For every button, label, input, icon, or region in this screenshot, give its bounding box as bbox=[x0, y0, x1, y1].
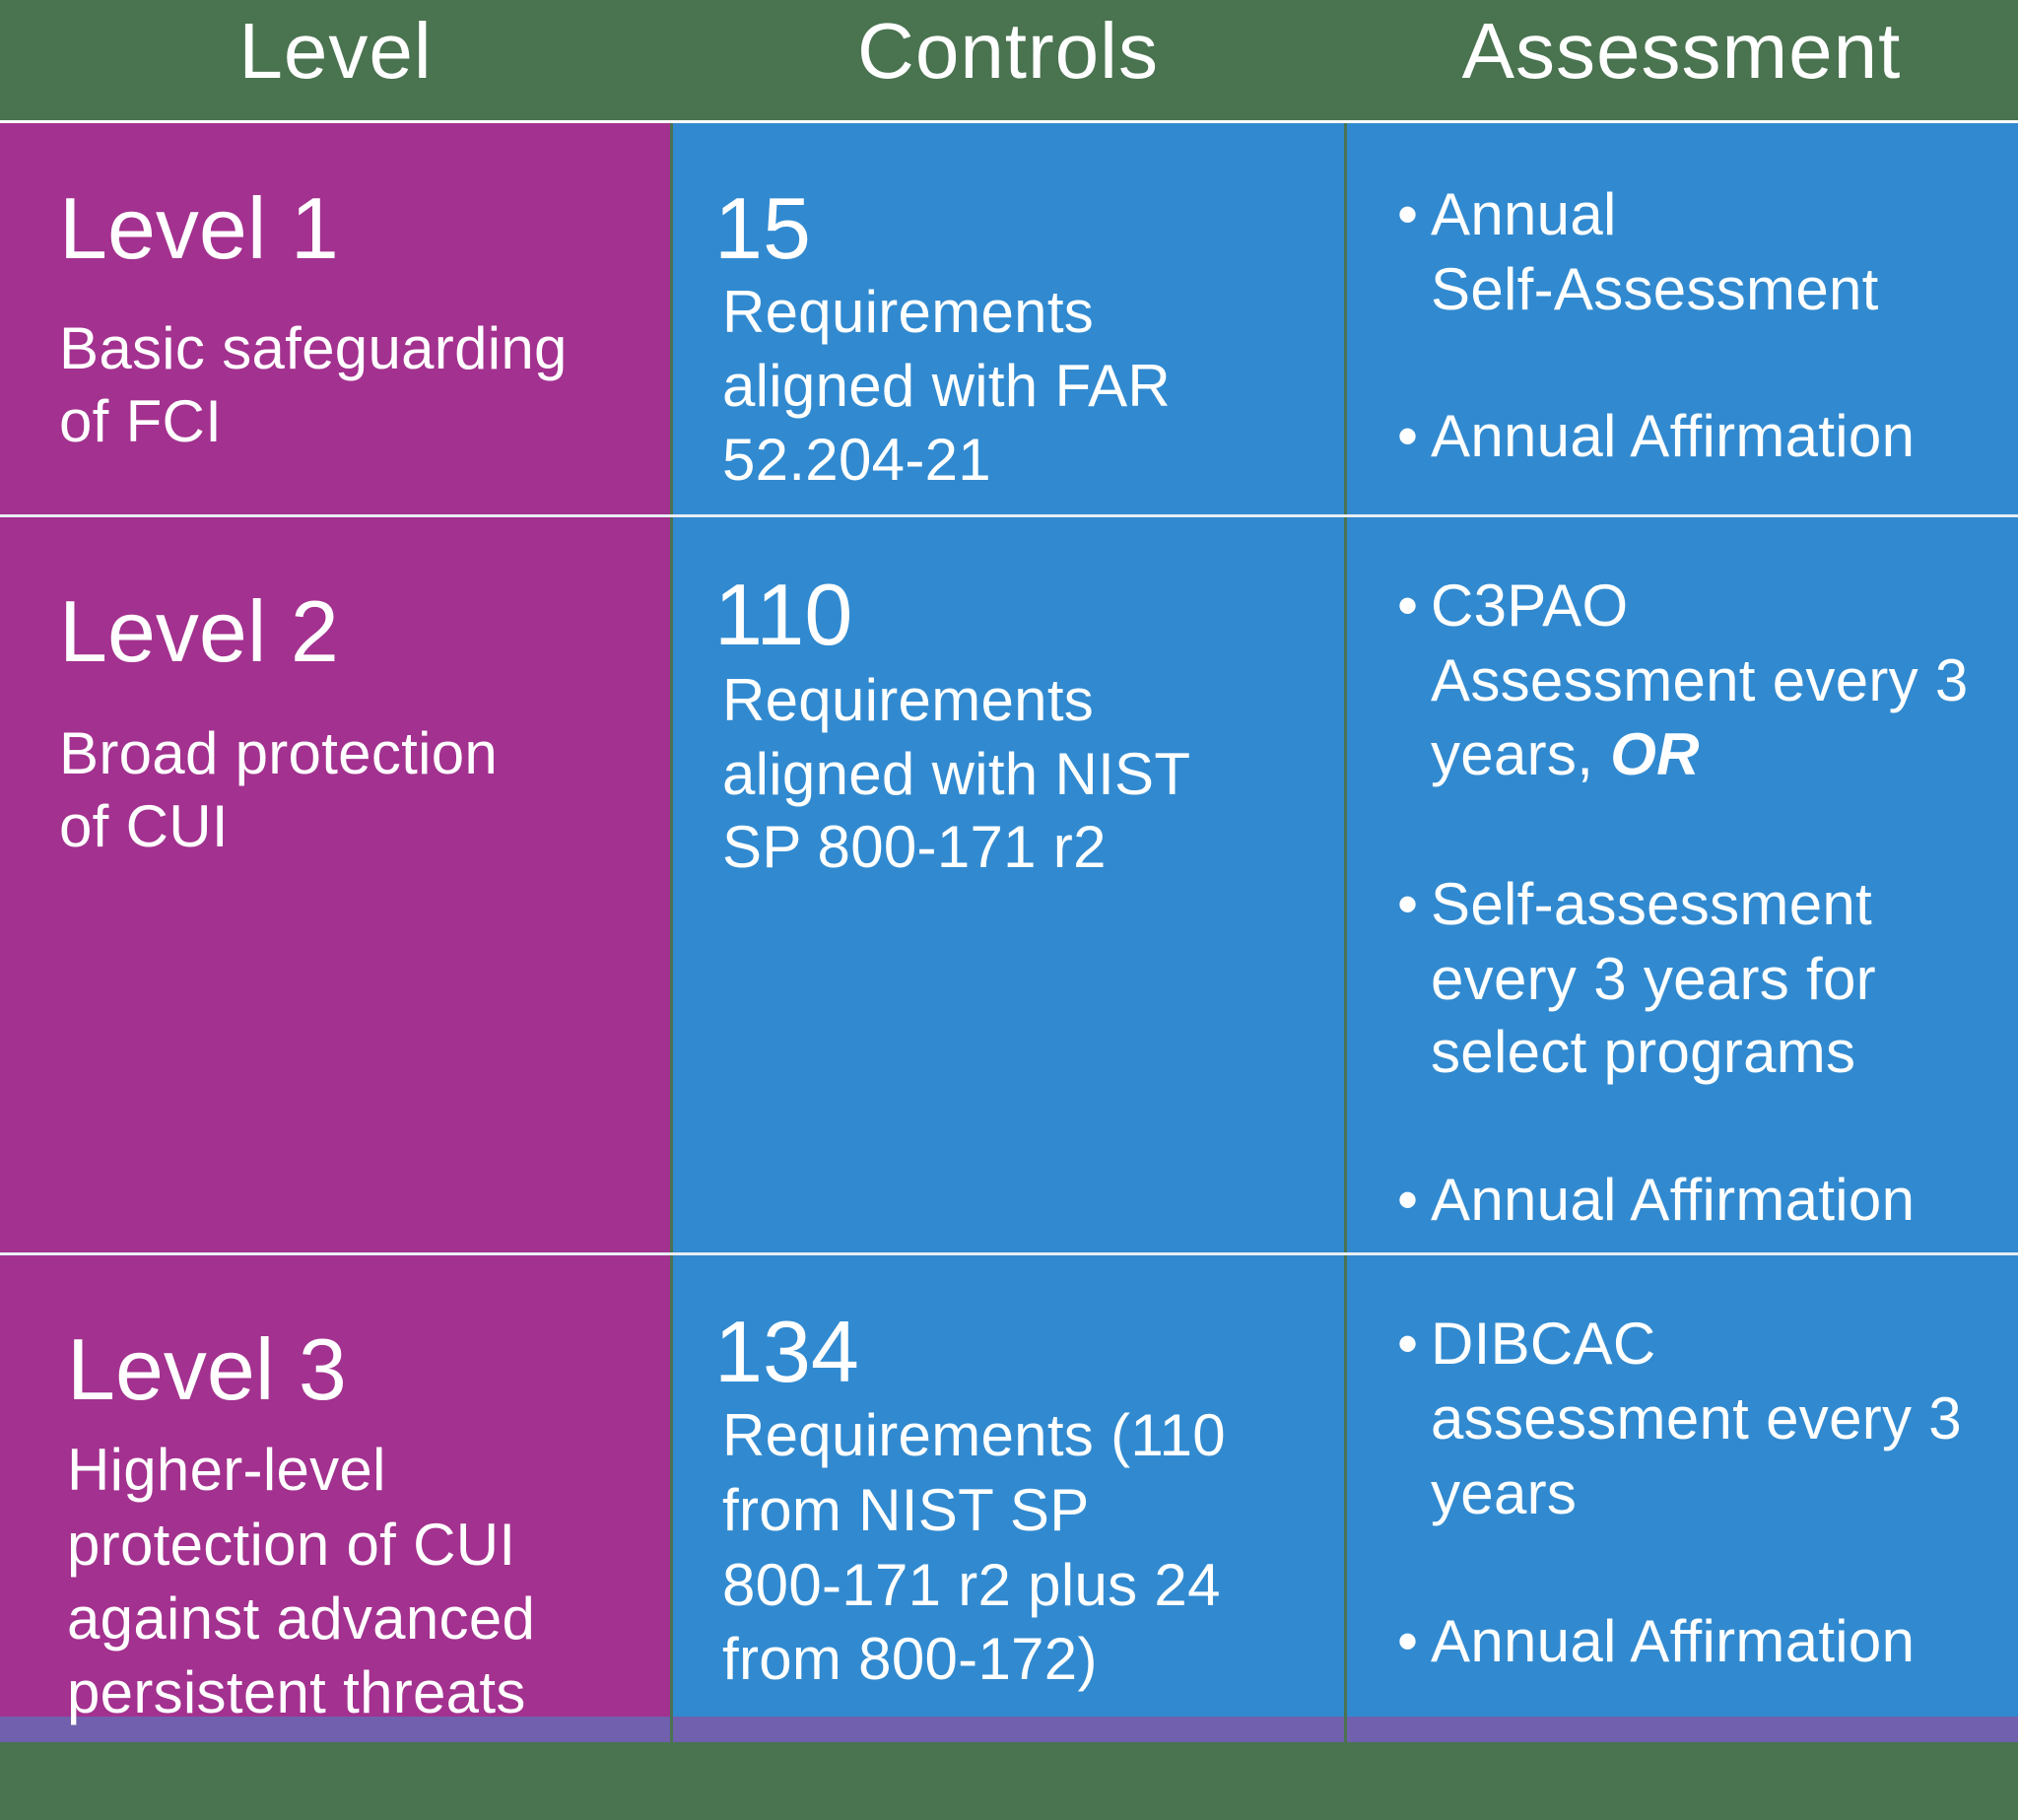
assessment-text: Annual Affirmation bbox=[1431, 1167, 1916, 1233]
assessment-text: C3PAO bbox=[1431, 573, 1629, 639]
assessment-text: assessment every 3 bbox=[1431, 1385, 1962, 1451]
controls-description: from NIST SP bbox=[722, 1477, 1090, 1543]
controls-description: 800-171 r2 plus 24 bbox=[722, 1552, 1221, 1618]
column-divider bbox=[1344, 1717, 1347, 1742]
bottom-strip bbox=[0, 1717, 2018, 1742]
bullet-icon: • bbox=[1397, 181, 1419, 247]
assessment-text: Self-assessment bbox=[1431, 871, 1872, 937]
level-description: Higher-level bbox=[67, 1437, 386, 1503]
assessment-text: Assessment every 3 bbox=[1431, 647, 1969, 713]
assessment-text: years bbox=[1431, 1460, 1578, 1526]
controls-count: 110 bbox=[714, 566, 853, 663]
assessment-text: DIBCAC bbox=[1431, 1311, 1656, 1377]
controls-count: 134 bbox=[714, 1303, 859, 1400]
bullet-icon: • bbox=[1397, 871, 1419, 937]
level-description: persistent threats bbox=[67, 1659, 526, 1725]
bullet-icon: • bbox=[1397, 1311, 1419, 1377]
assessment-column bbox=[1345, 123, 2018, 1717]
emphasis-or: OR bbox=[1610, 721, 1700, 787]
column-divider bbox=[670, 123, 673, 1742]
row-divider bbox=[0, 1252, 2018, 1255]
column-divider bbox=[1344, 123, 1347, 1742]
controls-count: 15 bbox=[714, 179, 811, 277]
level-description: against advanced bbox=[67, 1585, 536, 1651]
controls-description: Requirements bbox=[722, 667, 1095, 733]
header-controls: Controls bbox=[857, 7, 1159, 95]
level-title: Level 2 bbox=[59, 582, 339, 680]
bullet-icon: • bbox=[1397, 1608, 1419, 1674]
column-divider bbox=[670, 1717, 673, 1742]
controls-description: aligned with NIST bbox=[722, 741, 1191, 807]
row-divider bbox=[0, 514, 2018, 517]
level-title: Level 3 bbox=[67, 1320, 347, 1418]
controls-description: aligned with FAR bbox=[722, 353, 1172, 419]
table-header bbox=[0, 0, 2018, 120]
controls-description: Requirements (110 bbox=[722, 1402, 1226, 1468]
assessment-text: every 3 years for bbox=[1431, 946, 1876, 1012]
bullet-icon: • bbox=[1397, 573, 1419, 639]
level-description: Basic safeguarding bbox=[59, 315, 568, 381]
controls-column bbox=[671, 123, 1345, 1717]
header-assessment: Assessment bbox=[1461, 7, 1902, 95]
level-description: of CUI bbox=[59, 793, 229, 859]
assessment-text: Annual Affirmation bbox=[1431, 403, 1916, 469]
level-description: protection of CUI bbox=[67, 1512, 516, 1578]
controls-description: from 800-172) bbox=[722, 1626, 1098, 1692]
header-divider bbox=[0, 120, 2018, 123]
controls-description: 52.204-21 bbox=[722, 427, 991, 493]
assessment-text: years, OR bbox=[1431, 725, 1700, 784]
level-description: Broad protection bbox=[59, 720, 499, 786]
assessment-text: Annual bbox=[1431, 181, 1617, 247]
bullet-icon: • bbox=[1397, 403, 1419, 469]
controls-description: Requirements bbox=[722, 279, 1095, 345]
controls-description: SP 800-171 r2 bbox=[722, 814, 1107, 880]
level-title: Level 1 bbox=[59, 179, 339, 277]
level-description: of FCI bbox=[59, 388, 223, 454]
header-level: Level bbox=[238, 7, 433, 95]
level-column bbox=[0, 123, 671, 1717]
assessment-text: select programs bbox=[1431, 1019, 1856, 1085]
assessment-text: Annual Affirmation bbox=[1431, 1608, 1916, 1674]
assessment-text-part: years, bbox=[1431, 721, 1594, 787]
assessment-text: Self-Assessment bbox=[1431, 256, 1879, 322]
bullet-icon: • bbox=[1397, 1167, 1419, 1233]
